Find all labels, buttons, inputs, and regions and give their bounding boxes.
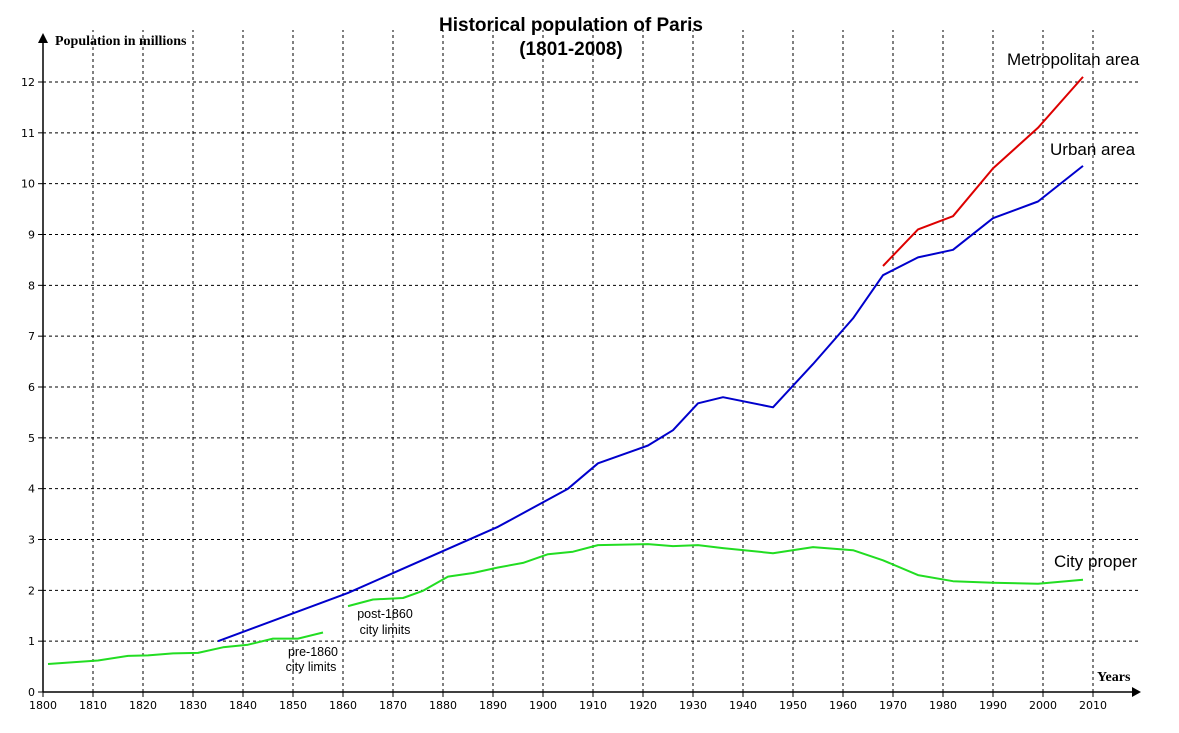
x-tick-label: 1980 — [929, 699, 957, 712]
x-tick-label: 1990 — [979, 699, 1007, 712]
x-tick-label: 1870 — [379, 699, 407, 712]
x-tick-label: 1940 — [729, 699, 757, 712]
series-line-urban-area — [217, 165, 1084, 643]
x-tick-label: 1960 — [829, 699, 857, 712]
y-tick-label: 12 — [21, 76, 35, 89]
x-tick-label: 1830 — [179, 699, 207, 712]
annotation-pre1860-line1: pre-1860 — [288, 645, 338, 659]
chart-subtitle: (1801-2008) — [519, 39, 623, 60]
x-tick-label: 1970 — [879, 699, 907, 712]
x-tick-label: 2010 — [1079, 699, 1107, 712]
y-tick-label: 9 — [28, 229, 35, 242]
x-tick-label: 1950 — [779, 699, 807, 712]
x-tick-label: 1880 — [429, 699, 457, 712]
x-tick-label: 1920 — [629, 699, 657, 712]
y-tick-label: 0 — [28, 686, 35, 699]
chart-title: Historical population of Paris — [439, 15, 703, 36]
x-tick-label: 1890 — [479, 699, 507, 712]
y-tick-label: 5 — [28, 432, 35, 445]
series-label-metropolitan: Metropolitan area — [1007, 50, 1140, 69]
y-tick-label: 1 — [28, 635, 35, 648]
x-tick-label: 1840 — [229, 699, 257, 712]
annotation-pre1860-line2: city limits — [286, 660, 337, 674]
series-line-metropolitan-area — [882, 76, 1084, 267]
x-axis-arrow — [1132, 687, 1141, 697]
y-tick-label: 6 — [28, 381, 35, 394]
x-tick-label: 1910 — [579, 699, 607, 712]
y-axis-label: Population in millions — [55, 34, 187, 49]
x-tick-label: 1860 — [329, 699, 357, 712]
y-tick-label: 10 — [21, 178, 35, 191]
y-tick-label: 2 — [28, 584, 35, 597]
axes — [38, 33, 1141, 697]
series-label-city: City proper — [1054, 552, 1137, 571]
grid — [43, 30, 1141, 692]
y-axis-arrow — [38, 33, 48, 43]
series-lines — [47, 76, 1084, 665]
x-tick-label: 2000 — [1029, 699, 1057, 712]
x-tick-label: 1850 — [279, 699, 307, 712]
x-axis-label: Years — [1097, 670, 1131, 685]
series-line-city-proper-segment-1 — [47, 631, 324, 665]
x-tick-label: 1810 — [79, 699, 107, 712]
series-line-city-proper-segment-2 — [347, 543, 1084, 608]
x-tick-label: 1820 — [129, 699, 157, 712]
annotation-post1860-line2: city limits — [360, 623, 411, 637]
y-tick-label: 7 — [28, 330, 35, 343]
y-tick-label: 3 — [28, 534, 35, 547]
x-tick-labels: 1800 1810 1820 1830 1840 1850 1860 1870 1880 1890… — [29, 692, 1107, 712]
x-tick-label: 1930 — [679, 699, 707, 712]
series-label-urban: Urban area — [1050, 140, 1136, 159]
annotation-post1860-line1: post-1860 — [357, 607, 413, 621]
y-tick-label: 11 — [21, 127, 35, 140]
x-tick-label: 1900 — [529, 699, 557, 712]
x-tick-label: 1800 — [29, 699, 57, 712]
y-tick-label: 4 — [28, 483, 35, 496]
y-tick-label: 8 — [28, 279, 35, 292]
